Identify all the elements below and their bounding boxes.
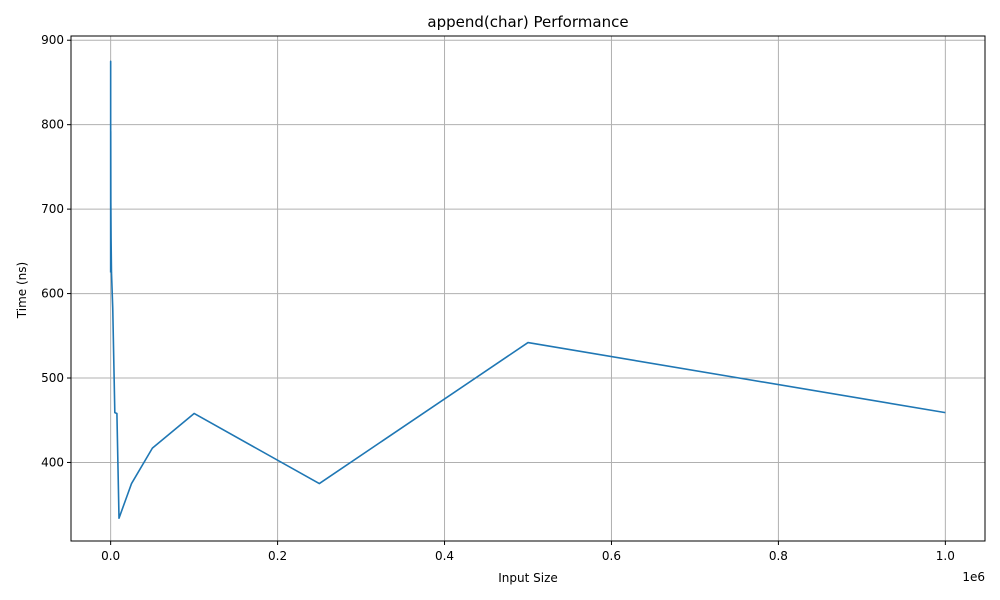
x-tick-label: 1.0: [936, 549, 955, 563]
y-axis-label: Time (ns): [15, 262, 29, 319]
grid-lines: [71, 36, 985, 541]
series-layer: [109, 60, 946, 520]
y-axis-ticks: 400 500 600 700 800 900: [41, 33, 71, 469]
chart-title: append(char) Performance: [427, 13, 628, 31]
x-tick-label: 0.6: [602, 549, 621, 563]
y-tick-label: 400: [41, 455, 64, 469]
x-tick-label: 0.0: [101, 549, 120, 563]
x-tick-label: 0.8: [769, 549, 788, 563]
y-tick-label: 700: [41, 202, 64, 216]
x-tick-label: 0.2: [268, 549, 287, 563]
x-axis-label: Input Size: [498, 571, 558, 585]
series-line: [109, 60, 946, 520]
y-tick-label: 600: [41, 287, 64, 301]
y-tick-label: 500: [41, 371, 64, 385]
y-tick-label: 800: [41, 118, 64, 132]
x-axis-offset-label: 1e6: [962, 570, 985, 584]
x-axis-ticks: 0.0 0.2 0.4 0.6 0.8 1.0: [101, 541, 955, 563]
plot-frame: [70, 35, 986, 542]
x-tick-label: 0.4: [435, 549, 454, 563]
y-tick-label: 900: [41, 33, 64, 47]
